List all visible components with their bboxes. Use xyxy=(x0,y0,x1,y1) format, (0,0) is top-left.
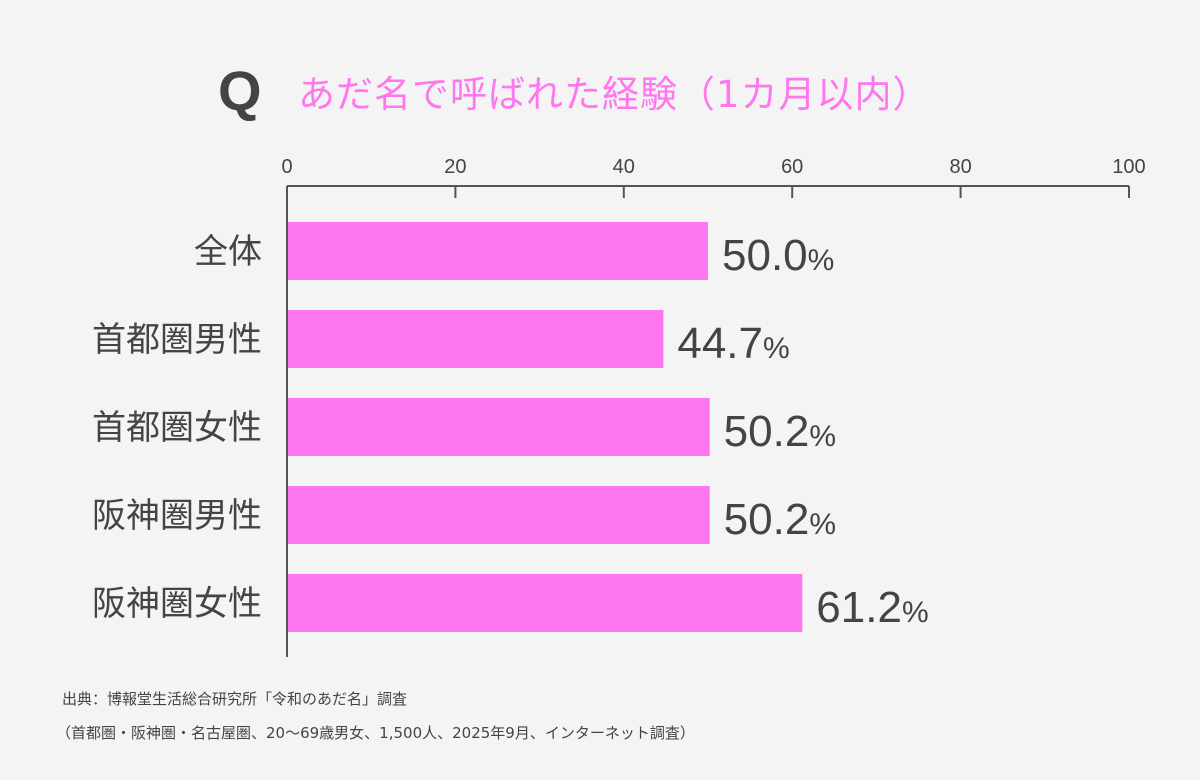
x-tick-label: 40 xyxy=(613,156,635,178)
x-tick-label: 20 xyxy=(444,156,466,178)
survey-note: （首都圏・阪神圏・名古屋圏、20～69歳男女、1,500人、2025年9月、イン… xyxy=(56,724,695,742)
value-label: 50.2% xyxy=(724,407,836,456)
value-label: 50.2% xyxy=(724,495,836,544)
x-tick-label: 60 xyxy=(781,156,803,178)
category-label: 阪神圏女性 xyxy=(92,584,262,624)
source-note: 出典：博報堂生活総合研究所「令和のあだ名」調査 xyxy=(62,690,408,708)
value-label: 44.7% xyxy=(677,319,789,368)
x-tick-label: 80 xyxy=(949,156,971,178)
q-mark: Q xyxy=(218,59,262,122)
chart-title: あだ名で呼ばれた経験（1カ月以内） xyxy=(298,73,931,116)
x-tick-label: 0 xyxy=(281,156,292,178)
value-label: 50.0% xyxy=(722,231,834,280)
bar xyxy=(288,222,708,280)
category-label: 首都圏男性 xyxy=(92,320,262,360)
bar xyxy=(288,574,803,632)
bar xyxy=(288,486,710,544)
category-label: 首都圏女性 xyxy=(92,408,262,448)
category-label: 全体 xyxy=(194,232,262,272)
bar xyxy=(288,310,664,368)
x-tick-label: 100 xyxy=(1112,156,1145,178)
bar xyxy=(288,398,710,456)
value-label: 61.2% xyxy=(816,583,928,632)
category-label: 阪神圏男性 xyxy=(92,496,262,536)
